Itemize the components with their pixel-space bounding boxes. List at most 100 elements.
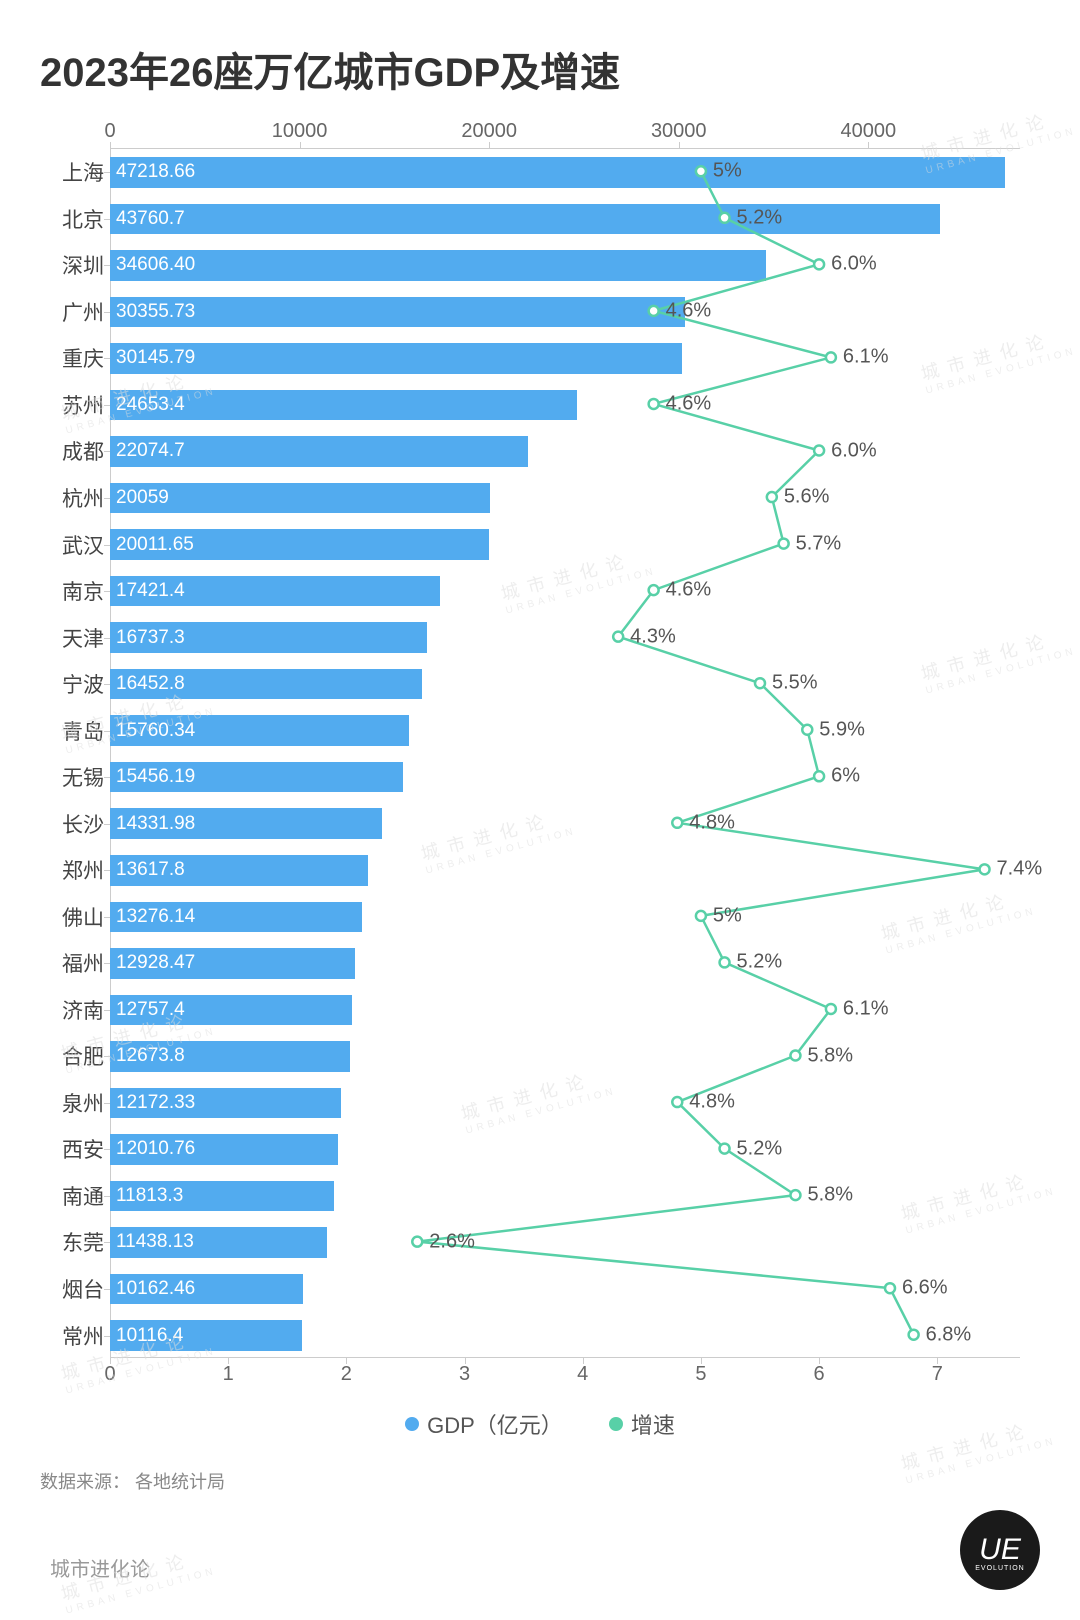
chart-area: 010000200003000040000 上海47218.66北京43760.… bbox=[110, 118, 1020, 1388]
bottom-axis-tick: 6 bbox=[814, 1363, 825, 1386]
gdp-value: 20011.65 bbox=[116, 534, 194, 556]
growth-label: 7.4% bbox=[997, 858, 1043, 881]
legend-growth: 增速 bbox=[609, 1408, 675, 1440]
growth-label: 5.5% bbox=[772, 672, 818, 695]
legend-gdp-dot bbox=[405, 1417, 419, 1431]
gdp-value: 12757.4 bbox=[116, 999, 185, 1021]
top-axis-tick: 10000 bbox=[272, 120, 328, 143]
bottom-axis-tick: 1 bbox=[223, 1363, 234, 1386]
city-label: 杭州 bbox=[62, 483, 110, 513]
city-label: 武汉 bbox=[62, 530, 110, 560]
gdp-bar: 10116.4 bbox=[110, 1320, 302, 1351]
growth-label: 6.0% bbox=[831, 253, 877, 276]
top-axis-tick: 20000 bbox=[461, 120, 517, 143]
gdp-value: 17421.4 bbox=[116, 580, 185, 602]
gdp-value: 11438.13 bbox=[116, 1231, 194, 1253]
gdp-value: 34606.40 bbox=[116, 254, 195, 276]
gdp-value: 12172.33 bbox=[116, 1092, 195, 1114]
gdp-value: 16737.3 bbox=[116, 627, 185, 649]
chart-title: 2023年26座万亿城市GDP及增速 bbox=[40, 40, 1040, 98]
city-label: 南通 bbox=[62, 1181, 110, 1211]
data-row: 天津16737.3 bbox=[110, 614, 1020, 661]
city-label: 佛山 bbox=[62, 902, 110, 932]
data-row: 杭州20059 bbox=[110, 475, 1020, 522]
city-label: 天津 bbox=[62, 623, 110, 653]
city-label: 南京 bbox=[62, 576, 110, 606]
city-label: 重庆 bbox=[62, 343, 110, 373]
data-row: 苏州24653.4 bbox=[110, 382, 1020, 429]
top-axis: 010000200003000040000 bbox=[110, 118, 1020, 148]
growth-label: 5.9% bbox=[819, 718, 865, 741]
ue-logo: UE EVOLUTION bbox=[960, 1510, 1040, 1590]
gdp-bar: 11813.3 bbox=[110, 1181, 334, 1212]
bottom-axis-tick: 3 bbox=[459, 1363, 470, 1386]
gdp-value: 22074.7 bbox=[116, 440, 185, 462]
city-label: 青岛 bbox=[62, 716, 110, 746]
growth-label: 6.0% bbox=[831, 439, 877, 462]
city-label: 苏州 bbox=[62, 390, 110, 420]
gdp-value: 15760.34 bbox=[116, 720, 195, 742]
gdp-bar: 10162.46 bbox=[110, 1274, 303, 1305]
growth-label: 6.8% bbox=[926, 1323, 972, 1346]
top-axis-tick: 0 bbox=[104, 120, 115, 143]
gdp-bar: 16452.8 bbox=[110, 669, 422, 700]
data-row: 西安12010.76 bbox=[110, 1126, 1020, 1173]
gdp-value: 16452.8 bbox=[116, 673, 185, 695]
growth-label: 5% bbox=[713, 904, 742, 927]
data-row: 成都22074.7 bbox=[110, 428, 1020, 475]
plot-area: 上海47218.66北京43760.7深圳34606.40广州30355.73重… bbox=[110, 148, 1020, 1358]
gdp-value: 24653.4 bbox=[116, 394, 185, 416]
top-axis-tick: 40000 bbox=[841, 120, 897, 143]
gdp-bar: 47218.66 bbox=[110, 157, 1005, 188]
growth-label: 6.6% bbox=[902, 1277, 948, 1300]
data-row: 深圳34606.40 bbox=[110, 242, 1020, 289]
legend-growth-label: 增速 bbox=[631, 1408, 675, 1440]
data-row: 佛山13276.14 bbox=[110, 894, 1020, 941]
growth-label: 5.8% bbox=[807, 1184, 853, 1207]
gdp-bar: 16737.3 bbox=[110, 622, 427, 653]
gdp-value: 13617.8 bbox=[116, 859, 185, 881]
gdp-value: 15456.19 bbox=[116, 766, 195, 788]
gdp-bar: 11438.13 bbox=[110, 1227, 327, 1258]
city-label: 成都 bbox=[62, 436, 110, 466]
city-label: 西安 bbox=[62, 1134, 110, 1164]
ue-logo-text: UE bbox=[979, 1533, 1021, 1567]
growth-label: 6.1% bbox=[843, 997, 889, 1020]
growth-label: 6% bbox=[831, 765, 860, 788]
gdp-bar: 30145.79 bbox=[110, 343, 682, 374]
growth-label: 5.2% bbox=[737, 206, 783, 229]
gdp-value: 13276.14 bbox=[116, 906, 195, 928]
gdp-bar: 14331.98 bbox=[110, 808, 382, 839]
gdp-bar: 30355.73 bbox=[110, 297, 685, 328]
gdp-bar: 20011.65 bbox=[110, 529, 489, 560]
gdp-value: 11813.3 bbox=[116, 1185, 183, 1207]
gdp-bar: 12757.4 bbox=[110, 995, 352, 1026]
data-row: 南京17421.4 bbox=[110, 568, 1020, 615]
bottom-axis-tick: 2 bbox=[341, 1363, 352, 1386]
data-row: 武汉20011.65 bbox=[110, 521, 1020, 568]
gdp-bar: 43760.7 bbox=[110, 204, 940, 235]
gdp-value: 14331.98 bbox=[116, 813, 195, 835]
gdp-bar: 12928.47 bbox=[110, 948, 355, 979]
data-row: 上海47218.66 bbox=[110, 149, 1020, 196]
growth-label: 5.8% bbox=[807, 1044, 853, 1067]
city-label: 合肥 bbox=[62, 1041, 110, 1071]
growth-label: 4.3% bbox=[630, 625, 676, 648]
gdp-value: 10162.46 bbox=[116, 1278, 195, 1300]
bottom-axis: 01234567 bbox=[110, 1358, 1020, 1388]
growth-label: 4.6% bbox=[666, 579, 712, 602]
gdp-value: 43760.7 bbox=[116, 208, 185, 230]
gdp-bar: 15456.19 bbox=[110, 762, 403, 793]
growth-label: 5.7% bbox=[796, 532, 842, 555]
gdp-bar: 17421.4 bbox=[110, 576, 440, 607]
city-label: 无锡 bbox=[62, 762, 110, 792]
growth-label: 5.2% bbox=[737, 1137, 783, 1160]
data-source: 数据来源： 各地统计局 bbox=[40, 1468, 1040, 1494]
data-row: 北京43760.7 bbox=[110, 196, 1020, 243]
city-label: 广州 bbox=[62, 297, 110, 327]
ue-logo-subtext: EVOLUTION bbox=[975, 1565, 1024, 1572]
gdp-value: 30355.73 bbox=[116, 301, 195, 323]
gdp-bar: 12673.8 bbox=[110, 1041, 350, 1072]
data-row: 烟台10162.46 bbox=[110, 1266, 1020, 1313]
data-row: 长沙14331.98 bbox=[110, 800, 1020, 847]
